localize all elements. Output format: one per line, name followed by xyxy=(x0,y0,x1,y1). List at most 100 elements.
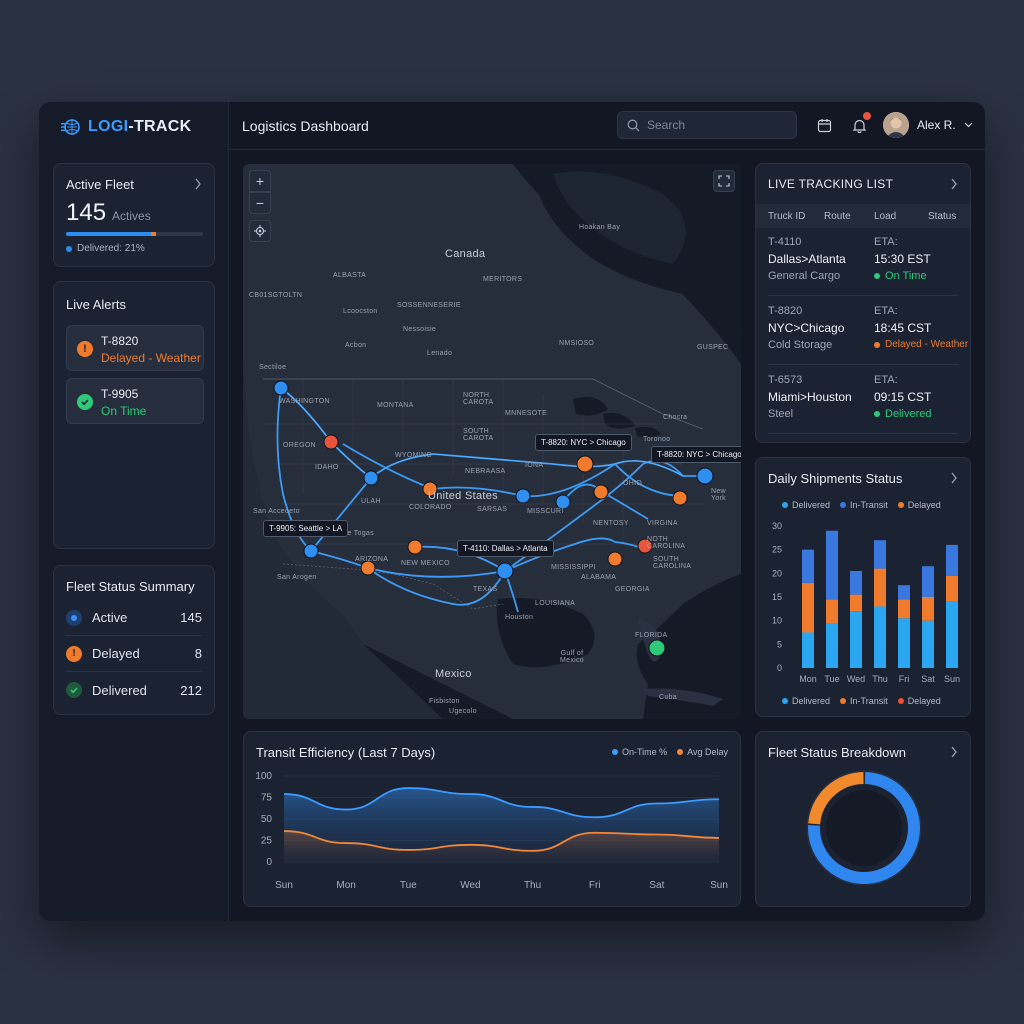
truck-markers xyxy=(273,380,714,657)
map-label-united-states: United States xyxy=(428,490,498,502)
chevron-right-icon[interactable] xyxy=(950,472,958,484)
fleet-status-value: 212 xyxy=(180,682,202,698)
map-label-cuba: Cuba xyxy=(659,694,677,701)
bar-delayed xyxy=(898,599,910,619)
map-label-mexico: Mexico xyxy=(435,668,472,680)
bar-in-transit xyxy=(850,570,862,595)
map-label-hudson-bay: Hoakan Bay xyxy=(579,224,621,231)
map-label: Sectiloe xyxy=(259,364,287,371)
status-badge: Delayed - Weather xyxy=(874,339,968,350)
active-fleet-card[interactable]: Active Fleet 145 Actives Delivered: 21% xyxy=(53,163,215,267)
line-avg-delay xyxy=(283,830,720,852)
map-label: SOUTH CAROLINA xyxy=(653,556,692,570)
logo[interactable]: LOGI-TRACK xyxy=(61,116,191,138)
map-label: GEORGIA xyxy=(615,586,650,593)
route-tooltip-t9905[interactable]: T-9905: Seattle > LA xyxy=(263,520,349,537)
alert-item-t8820[interactable]: ! T-8820 Delayed - Weather xyxy=(66,325,204,371)
y-tick-label: 75 xyxy=(261,793,273,804)
zoom-out-button[interactable]: − xyxy=(249,192,271,214)
y-tick-label: 30 xyxy=(772,521,782,531)
map-label: NEW MEXICO xyxy=(401,560,450,567)
locate-button[interactable] xyxy=(249,220,271,242)
search-input[interactable] xyxy=(647,118,777,132)
x-tick-label: Mon xyxy=(336,880,355,891)
map-label: NOTH CAROLINA xyxy=(647,536,686,550)
chevron-right-icon[interactable] xyxy=(950,178,958,190)
bar-delivered xyxy=(826,623,838,668)
bar-in-transit xyxy=(946,544,958,576)
chevron-right-icon[interactable] xyxy=(950,746,958,758)
chevron-down-icon xyxy=(964,122,973,128)
fleet-status-row-active[interactable]: Active 145 xyxy=(66,600,202,636)
zoom-in-button[interactable]: + xyxy=(249,170,271,192)
map-label: Lcoocston xyxy=(343,308,378,315)
map-label: Ugecolo xyxy=(449,708,477,715)
eta-label: ETA: xyxy=(874,236,898,248)
y-tick-label: 50 xyxy=(261,814,273,825)
map-label: ARIZONA xyxy=(355,556,389,563)
legend-delayed: Delayed xyxy=(897,696,941,706)
avatar xyxy=(883,112,909,138)
chevron-right-icon[interactable] xyxy=(194,178,202,190)
fleet-status-row-delayed[interactable]: ! Delayed 8 xyxy=(66,636,202,672)
active-status-icon xyxy=(66,609,82,626)
fullscreen-button[interactable] xyxy=(713,170,735,192)
notifications-button[interactable] xyxy=(850,112,871,134)
bar-delivered xyxy=(874,606,886,668)
bar-delayed xyxy=(826,599,838,624)
fleet-status-label: Active xyxy=(92,610,128,625)
map-label: MISSCURI xyxy=(527,508,564,515)
y-tick-label: 15 xyxy=(772,592,782,602)
fleet-map[interactable]: Canada United States Mexico Hoakan Bay A… xyxy=(243,164,741,719)
progress-fill-blue xyxy=(66,232,151,236)
x-tick-label: Sun xyxy=(275,880,293,891)
alert-item-t9905[interactable]: T-9905 On Time xyxy=(66,378,204,424)
calendar-button[interactable] xyxy=(815,116,833,134)
progress-fill-orange xyxy=(150,232,157,236)
map-canvas xyxy=(243,164,741,719)
live-alerts-title: Live Alerts xyxy=(66,297,126,312)
x-tick-label: Tue xyxy=(400,880,417,891)
user-menu[interactable]: Alex R. xyxy=(883,112,973,138)
donut-slice-delayed xyxy=(808,772,864,825)
map-label-new-york: New York xyxy=(711,488,726,502)
truck-cargo: General Cargo xyxy=(768,270,841,282)
table-row[interactable]: T-6573 Miami>Houston Steel ETA: 09:15 CS… xyxy=(768,368,958,434)
route-tooltip-t4110[interactable]: T-4110: Dallas > Atlanta xyxy=(457,540,554,557)
table-row[interactable]: T-8820 NYC>Chicago Cold Storage ETA: 18:… xyxy=(768,299,968,365)
daily-shipments-card: Daily Shipments Status Delivered In-Tran… xyxy=(755,457,971,717)
eta-value: 18:45 CST xyxy=(874,321,932,335)
fleet-status-row-delivered[interactable]: Delivered 212 xyxy=(66,672,202,708)
y-tick-label: 0 xyxy=(777,663,782,673)
legend-delayed: Delayed xyxy=(897,500,941,510)
x-tick-label: Fri xyxy=(589,880,601,891)
legend-delivered: Delivered xyxy=(782,500,830,510)
bar-delivered xyxy=(850,611,862,668)
truck-route: NYC>Chicago xyxy=(768,321,845,335)
donut-slice-active xyxy=(808,772,920,884)
map-label: TEXAS xyxy=(473,586,498,593)
user-name: Alex R. xyxy=(917,118,956,132)
map-label: Fisbiston xyxy=(429,698,460,705)
route-tooltip-t8820-2[interactable]: T-8820: NYC > Chicago xyxy=(651,446,741,463)
topbar: Logistics Dashboard Alex R. xyxy=(229,102,985,150)
map-label: OHIO xyxy=(623,480,643,487)
map-label: CB01SGTOLTN xyxy=(249,292,303,299)
fullscreen-icon xyxy=(718,175,730,187)
progress-label: Delivered: 21% xyxy=(77,243,145,254)
app-window: LOGI-TRACK Active Fleet 145 Actives Deli… xyxy=(39,102,985,921)
map-label: San Acceoeto xyxy=(253,508,300,515)
route-tooltip-t8820[interactable]: T-8820: NYC > Chicago xyxy=(535,434,632,451)
x-tick-label: Thu xyxy=(872,674,888,684)
x-tick-label: Sun xyxy=(710,880,728,891)
donut-hole xyxy=(826,790,902,866)
bar-in-transit xyxy=(898,585,910,600)
table-row[interactable]: T-4110 Dallas>Atlanta General Cargo ETA:… xyxy=(768,230,958,296)
map-label: SOSSENNESERIE xyxy=(397,302,461,309)
transit-efficiency-title: Transit Efficiency (Last 7 Days) xyxy=(256,745,436,760)
fleet-breakdown-card: Fleet Status Breakdown xyxy=(755,731,971,907)
search-box[interactable] xyxy=(617,111,797,139)
active-fleet-progress xyxy=(66,232,203,236)
alert-status: On Time xyxy=(101,404,147,418)
truck-cargo: Cold Storage xyxy=(768,339,833,351)
